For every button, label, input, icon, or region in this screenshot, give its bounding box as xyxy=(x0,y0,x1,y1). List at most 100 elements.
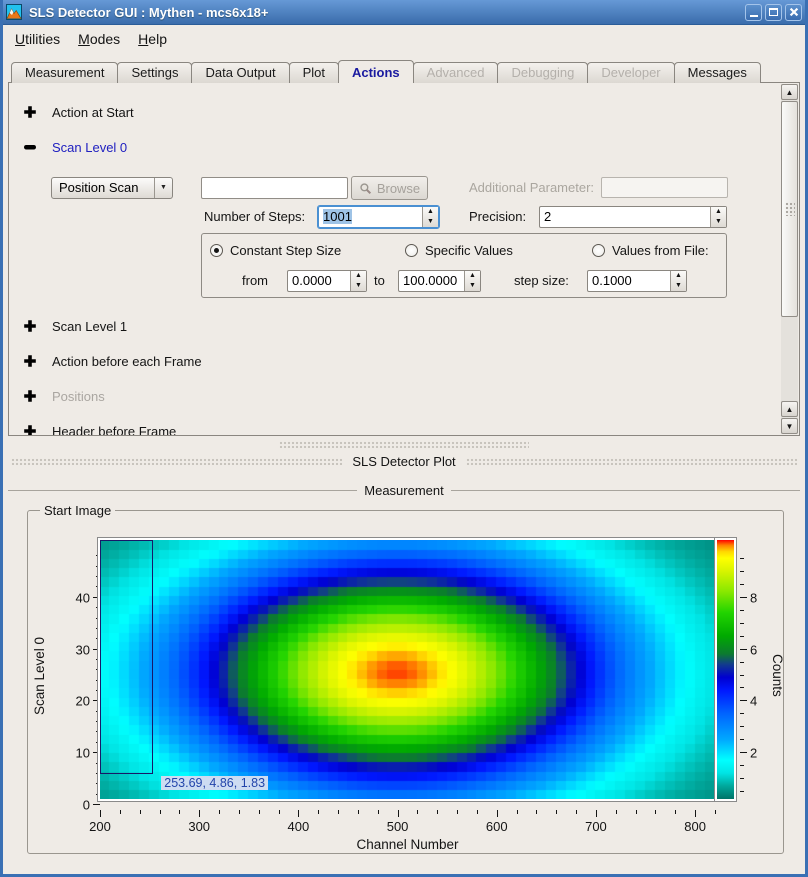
tick-mark xyxy=(715,810,716,814)
scan-level-1-label: Scan Level 1 xyxy=(52,318,128,334)
tick-mark xyxy=(219,810,221,814)
x-axis-title: Channel Number xyxy=(356,837,459,852)
scan-mode-value: Position Scan xyxy=(59,180,139,195)
tab-plot[interactable]: Plot xyxy=(288,62,339,83)
radio-icon[interactable] xyxy=(210,244,223,257)
scroll-thumb[interactable] xyxy=(781,101,798,317)
spin-up-icon[interactable]: ▲ xyxy=(469,272,476,279)
splitter-handle[interactable] xyxy=(3,436,805,452)
y-axis-title: Scan Level 0 xyxy=(32,636,47,715)
header-before-frame-label: Header before Frame xyxy=(52,423,177,436)
spin-down-icon[interactable]: ▼ xyxy=(675,282,682,289)
step-size-value: 0.1000 xyxy=(592,273,632,288)
number-of-steps-spinbox[interactable]: 1001 ▲ ▼ xyxy=(317,205,440,229)
radio-icon[interactable] xyxy=(405,244,418,257)
tick-mark xyxy=(437,810,439,814)
spin-down-icon[interactable]: ▼ xyxy=(469,282,476,289)
tab-bar: Measurement Settings Data Output Plot Action… xyxy=(3,60,805,83)
tick-mark xyxy=(655,810,657,814)
tick-label: 400 xyxy=(287,819,310,834)
action-before-frame-row[interactable]: Action before each Frame xyxy=(23,353,202,369)
spinner-arrows[interactable]: ▲ ▼ xyxy=(350,271,366,291)
menu-modes[interactable]: Modes xyxy=(78,30,121,47)
tick-label: 4 xyxy=(750,693,758,709)
vertical-scrollbar[interactable]: ▲ ▲ ▼ xyxy=(781,84,798,434)
spinner-arrows[interactable]: ▲ ▼ xyxy=(464,271,480,291)
heatmap-canvas[interactable] xyxy=(100,540,715,799)
tick-mark xyxy=(397,810,399,817)
measurement-group-header: Measurement xyxy=(8,481,801,499)
radio-icon[interactable] xyxy=(592,244,605,257)
scan-mode-select[interactable]: Position Scan ▼ xyxy=(51,177,173,199)
plot-dock-titlebar[interactable]: SLS Detector Plot xyxy=(3,452,805,471)
precision-label: Precision: xyxy=(469,209,527,224)
tick-mark xyxy=(377,810,379,814)
tick-label: 30 xyxy=(75,642,90,658)
minimize-icon xyxy=(749,15,758,17)
spinner-arrows[interactable]: ▲ ▼ xyxy=(422,207,438,227)
spin-up-icon[interactable]: ▲ xyxy=(427,208,434,215)
tick-mark xyxy=(278,810,280,814)
precision-spinbox[interactable]: 2 ▲ ▼ xyxy=(539,206,727,228)
tick-label: 700 xyxy=(585,819,607,834)
tab-data-output[interactable]: Data Output xyxy=(191,62,290,83)
tick-mark xyxy=(258,810,260,814)
tab-actions[interactable]: Actions xyxy=(337,60,414,83)
maximize-button[interactable] xyxy=(765,3,782,21)
action-at-start-row[interactable]: Action at Start xyxy=(23,104,134,120)
spinner-arrows[interactable]: ▲ ▼ xyxy=(670,271,686,291)
scroll-grip xyxy=(785,202,795,216)
tick-mark xyxy=(119,810,121,814)
plot-canvas-frame: 253.69, 4.86, 1.83 xyxy=(97,537,718,802)
from-spinbox[interactable]: 0.0000 ▲ ▼ xyxy=(287,270,367,292)
minus-icon xyxy=(24,145,36,150)
x-axis-ticks xyxy=(100,810,716,818)
colorbar-title: Counts xyxy=(770,654,785,697)
scan-script-input[interactable] xyxy=(201,177,348,199)
tick-label: 8 xyxy=(750,590,758,606)
spin-down-icon[interactable]: ▼ xyxy=(427,218,434,225)
scroll-up-button-2[interactable]: ▲ xyxy=(781,401,798,417)
spin-up-icon[interactable]: ▲ xyxy=(355,272,362,279)
tick-mark xyxy=(298,810,300,817)
close-button[interactable] xyxy=(785,3,802,21)
tick-mark xyxy=(576,810,578,814)
header-before-frame-row[interactable]: Header before Frame xyxy=(23,423,177,436)
menu-help[interactable]: Help xyxy=(138,30,167,47)
close-icon xyxy=(789,7,798,17)
radio-constant-step-size[interactable]: Constant Step Size xyxy=(210,243,341,258)
action-at-start-label: Action at Start xyxy=(52,104,134,120)
tick-mark xyxy=(139,810,141,814)
tick-label: 800 xyxy=(684,819,707,834)
scan-level-1-row[interactable]: Scan Level 1 xyxy=(23,318,127,334)
spinner-arrows[interactable]: ▲ ▼ xyxy=(710,207,726,227)
minimize-button[interactable] xyxy=(745,3,762,21)
scroll-up-button[interactable]: ▲ xyxy=(781,84,798,100)
chevron-down-icon[interactable]: ▼ xyxy=(154,178,172,198)
radio-values-from-file[interactable]: Values from File: xyxy=(592,243,709,258)
tab-messages[interactable]: Messages xyxy=(673,62,761,83)
spin-down-icon[interactable]: ▼ xyxy=(715,218,722,225)
scroll-down-button[interactable]: ▼ xyxy=(781,418,798,434)
dock-grip-icon xyxy=(11,458,343,465)
titlebar[interactable]: SLS Detector GUI : Mythen - mcs6x18+ xyxy=(3,0,805,25)
to-label: to xyxy=(374,273,385,288)
spin-down-icon[interactable]: ▼ xyxy=(355,282,362,289)
scan-level-0-row[interactable]: Scan Level 0 xyxy=(23,139,127,155)
plus-icon xyxy=(24,390,36,402)
spin-up-icon[interactable]: ▲ xyxy=(715,208,722,215)
tab-measurement[interactable]: Measurement xyxy=(11,62,119,83)
spin-up-icon[interactable]: ▲ xyxy=(675,272,682,279)
to-spinbox[interactable]: 100.0000 ▲ ▼ xyxy=(398,270,481,292)
tick-mark xyxy=(318,810,320,814)
tick-mark xyxy=(93,648,100,650)
step-size-spinbox[interactable]: 0.1000 ▲ ▼ xyxy=(587,270,687,292)
tick-mark xyxy=(159,810,161,814)
tab-settings[interactable]: Settings xyxy=(117,62,193,83)
number-of-steps-value: 1001 xyxy=(323,209,352,224)
menu-utilities[interactable]: Utilities xyxy=(15,30,61,47)
radio-specific-values[interactable]: Specific Values xyxy=(405,243,513,258)
tick-mark xyxy=(199,810,201,817)
tick-mark xyxy=(93,804,100,805)
tick-label: 20 xyxy=(75,693,90,709)
